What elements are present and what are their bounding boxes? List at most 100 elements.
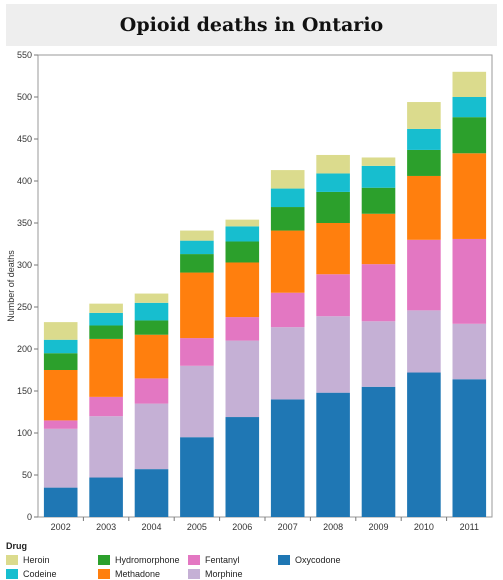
- y-tick-label: 200: [17, 344, 32, 354]
- legend-swatch: [6, 569, 18, 579]
- bar-segment-fentanyl: [225, 317, 260, 341]
- y-tick-label: 250: [17, 302, 32, 312]
- bar-segment-methadone: [134, 334, 169, 379]
- legend-label: Oxycodone: [295, 555, 341, 565]
- bar-segment-heroin: [43, 322, 78, 340]
- legend-item-codeine: Codeine: [6, 568, 57, 580]
- y-tick-label: 0: [27, 512, 32, 522]
- legend-swatch: [278, 555, 290, 565]
- x-tick-label: 2005: [187, 522, 207, 532]
- bar-segment-methadone: [270, 230, 305, 293]
- bar-segment-codeine: [452, 97, 487, 118]
- bar-segment-oxycodone: [225, 417, 260, 517]
- bar-segment-fentanyl: [452, 238, 487, 324]
- bar-segment-oxycodone: [134, 469, 169, 517]
- y-tick-label: 500: [17, 92, 32, 102]
- bar-segment-methadone: [225, 262, 260, 318]
- bar-segment-methadone: [180, 272, 214, 339]
- legend-swatch: [6, 555, 18, 565]
- legend-item-oxycodone: Oxycodone: [278, 554, 341, 566]
- y-tick-label: 150: [17, 386, 32, 396]
- bar-segment-oxycodone: [43, 487, 78, 517]
- x-tick-label: 2004: [141, 522, 161, 532]
- bar-segment-methadone: [361, 213, 396, 265]
- bar-segment-oxycodone: [316, 392, 350, 517]
- bar-segment-methadone: [452, 153, 487, 239]
- bar-segment-hydromorphone: [452, 117, 487, 154]
- bar-segment-heroin: [134, 293, 169, 303]
- bar-segment-hydromorphone: [180, 254, 214, 273]
- x-tick-label: 2009: [368, 522, 388, 532]
- bar-segment-fentanyl: [134, 378, 169, 404]
- bar-segment-methadone: [316, 223, 350, 275]
- y-tick-label: 550: [17, 50, 32, 60]
- bar-segment-morphine: [452, 323, 487, 380]
- bar-segment-oxycodone: [407, 372, 441, 517]
- legend-title: Drug: [6, 541, 27, 551]
- legend-label: Methadone: [115, 569, 161, 579]
- bar-segment-fentanyl: [361, 264, 396, 322]
- bar-segment-fentanyl: [180, 338, 214, 366]
- bar-segment-hydromorphone: [316, 191, 350, 223]
- bar-segment-morphine: [89, 416, 123, 478]
- bar-segment-methadone: [43, 370, 78, 421]
- bar-segment-codeine: [316, 173, 350, 192]
- bar-segment-codeine: [89, 312, 123, 326]
- bar-segment-oxycodone: [452, 379, 487, 517]
- bar-segment-morphine: [134, 403, 169, 470]
- bar-segment-hydromorphone: [270, 207, 305, 231]
- y-tick-label: 50: [22, 470, 32, 480]
- legend-item-hydromorphone: Hydromorphone: [98, 554, 180, 566]
- bar-segment-fentanyl: [270, 292, 305, 328]
- x-tick-label: 2003: [96, 522, 116, 532]
- legend-swatch: [188, 555, 200, 565]
- bar-segment-fentanyl: [89, 396, 123, 417]
- bar-segment-codeine: [361, 165, 396, 188]
- bar-segment-codeine: [270, 188, 305, 208]
- legend-item-heroin: Heroin: [6, 554, 50, 566]
- legend-item-methadone: Methadone: [98, 568, 160, 580]
- x-tick-label: 2008: [323, 522, 343, 532]
- bar-segment-codeine: [180, 240, 214, 255]
- bar-segment-morphine: [316, 316, 350, 393]
- chart-title-bar: Opioid deaths in Ontario: [6, 4, 497, 46]
- bar-segment-codeine: [225, 226, 260, 242]
- bar-segment-oxycodone: [361, 386, 396, 517]
- bar-segment-heroin: [225, 219, 260, 227]
- legend-label: Fentanyl: [205, 555, 240, 565]
- x-tick-label: 2006: [232, 522, 252, 532]
- legend-swatch: [98, 569, 110, 579]
- legend-label: Codeine: [23, 569, 57, 579]
- bar-segment-fentanyl: [316, 274, 350, 317]
- y-tick-label: 450: [17, 134, 32, 144]
- legend-swatch: [98, 555, 110, 565]
- y-tick-label: 400: [17, 176, 32, 186]
- bar-segment-hydromorphone: [225, 241, 260, 263]
- bar-segment-hydromorphone: [134, 320, 169, 335]
- bar-segment-codeine: [43, 339, 78, 354]
- y-tick-label: 100: [17, 428, 32, 438]
- y-axis-title: Number of deaths: [6, 250, 16, 322]
- bar-segment-fentanyl: [407, 239, 441, 311]
- legend-swatch: [188, 569, 200, 579]
- legend-item-fentanyl: Fentanyl: [188, 554, 240, 566]
- legend-item-morphine: Morphine: [188, 568, 243, 580]
- legend: Drug Heroin Codeine Hydromorphone Methadone…: [6, 540, 498, 580]
- bar-segment-heroin: [89, 303, 123, 313]
- bar-segment-morphine: [407, 310, 441, 373]
- y-tick-label: 300: [17, 260, 32, 270]
- bar-segment-heroin: [361, 157, 396, 166]
- bar-segment-oxycodone: [89, 477, 123, 517]
- chart-title: Opioid deaths in Ontario: [119, 14, 384, 36]
- x-tick-label: 2007: [278, 522, 298, 532]
- bar-segment-heroin: [316, 154, 350, 174]
- y-tick-label: 350: [17, 218, 32, 228]
- bar-segment-heroin: [180, 230, 214, 241]
- bar-segment-fentanyl: [43, 420, 78, 429]
- x-tick-label: 2002: [51, 522, 71, 532]
- bar-segment-oxycodone: [180, 437, 214, 517]
- x-tick-label: 2011: [460, 522, 479, 532]
- bar-segment-morphine: [43, 428, 78, 488]
- legend-label: Hydromorphone: [115, 555, 180, 565]
- bar-segment-heroin: [270, 170, 305, 189]
